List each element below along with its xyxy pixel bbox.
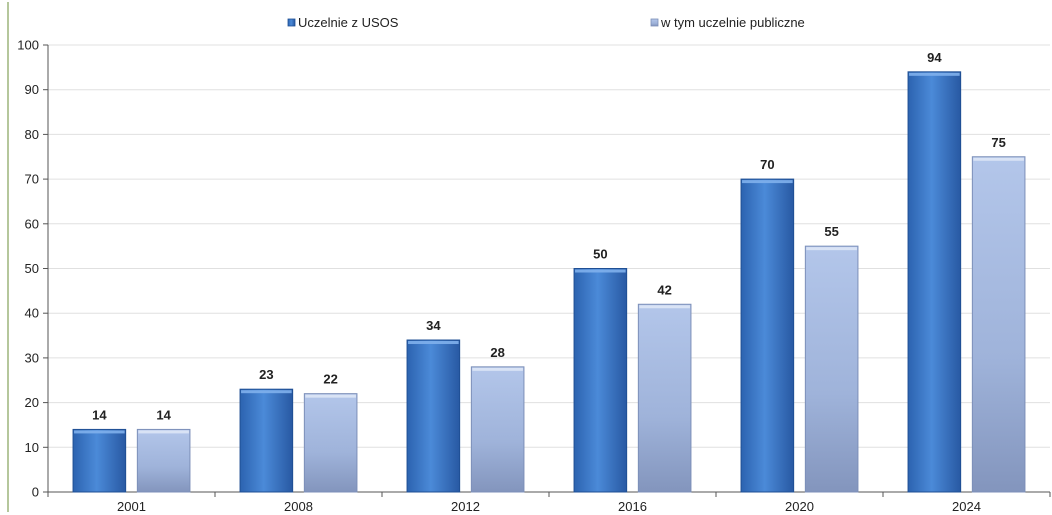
y-tick-label: 90 — [25, 82, 39, 97]
y-tick-label: 100 — [17, 38, 39, 53]
y-tick-label: 70 — [25, 172, 39, 187]
y-tick-label: 30 — [25, 350, 39, 365]
bar-uczelnie-z-usos-2008 — [239, 388, 294, 493]
x-tick-label: 2012 — [451, 499, 480, 514]
legend-swatch — [650, 18, 659, 27]
x-tick-label: 2024 — [952, 499, 981, 514]
data-label: 23 — [259, 367, 273, 382]
data-label: 28 — [490, 345, 504, 360]
bar-highlight — [138, 430, 189, 434]
legend-label: Uczelnie z USOS — [298, 15, 399, 30]
bar-highlight — [742, 180, 793, 184]
data-label: 75 — [991, 135, 1005, 150]
legend-label: w tym uczelnie publiczne — [660, 15, 805, 30]
bar-uczelnie-z-usos-2001 — [72, 428, 127, 493]
bar-uczelnie-publiczne-2012 — [470, 366, 525, 493]
y-tick-label: 60 — [25, 216, 39, 231]
bar-highlight — [74, 430, 125, 434]
bar-highlight — [806, 247, 857, 251]
bar-highlight — [408, 341, 459, 345]
bar-uczelnie-z-usos-2012 — [406, 339, 461, 493]
y-tick-label: 40 — [25, 306, 39, 321]
data-label: 70 — [760, 157, 774, 172]
y-tick-label: 10 — [25, 440, 39, 455]
data-label: 94 — [927, 50, 942, 65]
bar-uczelnie-publiczne-2016 — [637, 303, 692, 493]
bar-uczelnie-publiczne-2001 — [136, 428, 191, 493]
bar-highlight — [472, 367, 523, 371]
data-label: 34 — [426, 318, 441, 333]
bar-highlight — [241, 390, 292, 394]
data-label: 14 — [92, 407, 107, 422]
x-tick-label: 2020 — [785, 499, 814, 514]
x-axis: 2001 2008 2012 2016 2020 2024 — [47, 491, 1051, 514]
bar-uczelnie-z-usos-2016 — [573, 268, 628, 493]
data-label: 55 — [824, 224, 838, 239]
bar-highlight — [639, 305, 690, 309]
bar-uczelnie-z-usos-2020 — [740, 178, 795, 493]
legend-swatch — [287, 18, 296, 27]
y-tick-label: 50 — [25, 261, 39, 276]
y-axis: 0 10 20 30 40 50 60 70 80 90 100 — [17, 38, 49, 500]
data-label: 14 — [156, 407, 171, 422]
x-tick-label: 2001 — [117, 499, 146, 514]
data-label: 42 — [657, 282, 671, 297]
y-tick-label: 80 — [25, 127, 39, 142]
gridlines — [7, 2, 1050, 512]
bar-uczelnie-publiczne-2008 — [303, 393, 358, 493]
y-tick-label: 20 — [25, 395, 39, 410]
data-label: 50 — [593, 247, 607, 262]
y-tick-label: 0 — [32, 485, 39, 500]
bar-uczelnie-publiczne-2020 — [804, 245, 859, 493]
bars: 14 14 23 22 34 28 50 42 70 55 94 75 — [72, 50, 1026, 493]
bar-uczelnie-publiczne-2024 — [971, 156, 1026, 493]
data-label: 22 — [323, 372, 337, 387]
bar-uczelnie-z-usos-2024 — [907, 71, 962, 493]
bar-highlight — [909, 72, 960, 76]
x-tick-label: 2008 — [284, 499, 313, 514]
bar-highlight — [305, 394, 356, 398]
bar-highlight — [575, 269, 626, 273]
bar-highlight — [973, 157, 1024, 161]
x-tick-label: 2016 — [618, 499, 647, 514]
legend: Uczelnie z USOS w tym uczelnie publiczne — [287, 15, 805, 30]
